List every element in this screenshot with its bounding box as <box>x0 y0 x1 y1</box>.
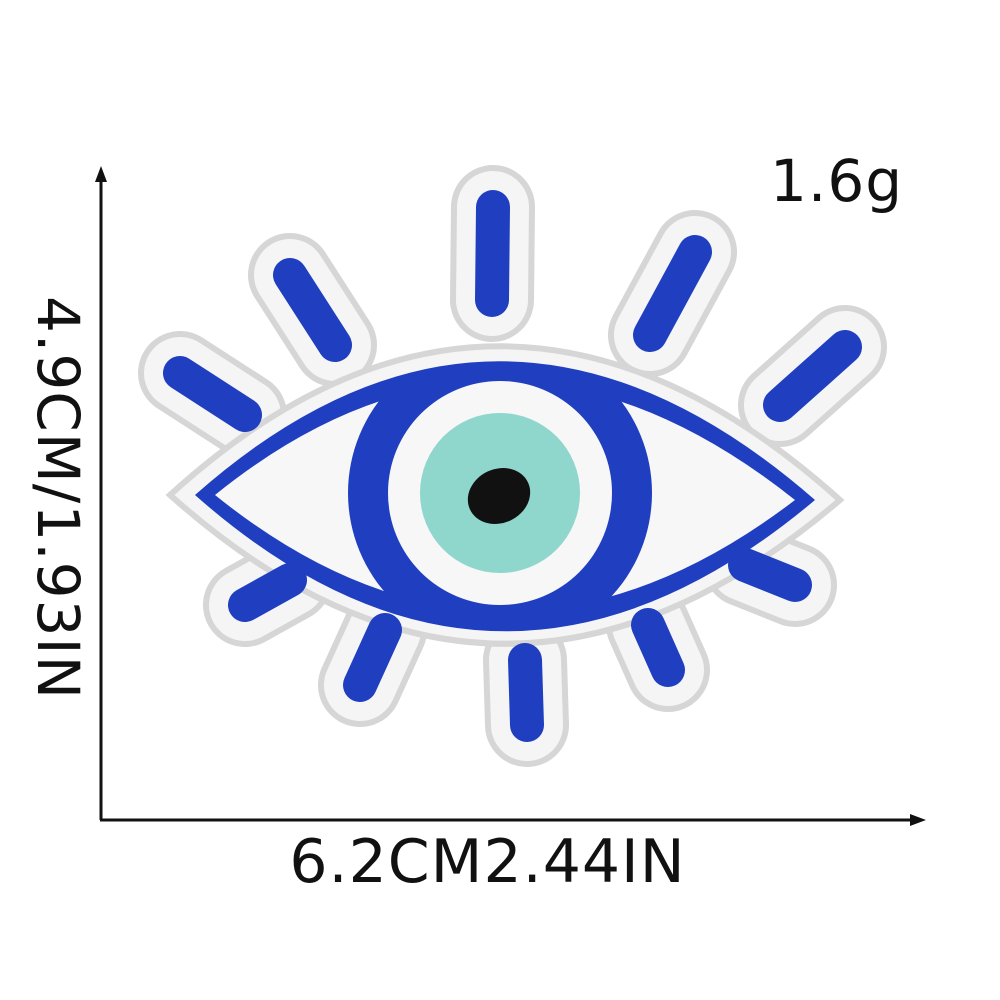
evil-eye-patch-image <box>138 165 887 767</box>
eyelash <box>228 563 307 622</box>
eyelash <box>728 548 812 602</box>
eyelash <box>631 608 685 687</box>
eye-ring-group <box>348 368 652 622</box>
dimension-axes <box>95 166 926 826</box>
eyelashes <box>163 190 862 742</box>
height-dimension-label: 4.9CM/1.93IN <box>24 296 92 700</box>
eye-pupil <box>467 468 531 524</box>
eyelash <box>343 613 402 702</box>
eyelash <box>633 235 712 352</box>
weight-label: 1.6g <box>770 147 904 215</box>
eyelash <box>763 330 862 422</box>
width-dimension-label: 6.2CM2.44IN <box>289 827 686 897</box>
horizontal-arrow-head <box>910 814 926 826</box>
vertical-arrow-head <box>95 166 107 182</box>
eyelash <box>508 643 544 742</box>
eyelash <box>163 356 262 432</box>
eyelash <box>273 258 352 362</box>
eyelash <box>475 190 510 317</box>
